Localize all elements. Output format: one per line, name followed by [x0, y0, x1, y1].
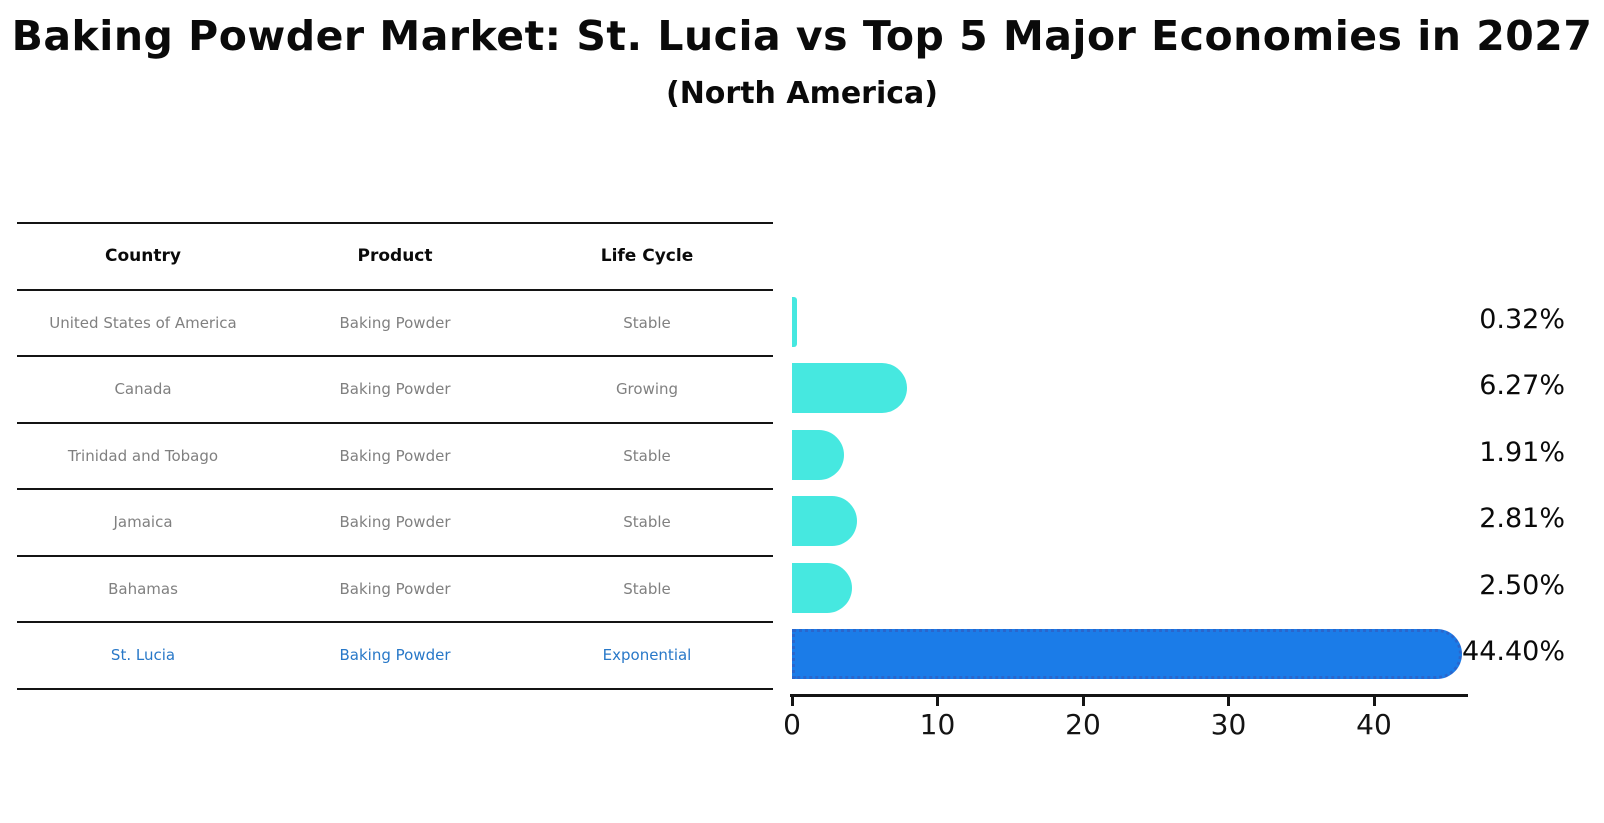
table-row: Canada Baking Powder Growing [17, 355, 773, 422]
cell-product: Baking Powder [339, 513, 451, 532]
cell-country: Bahamas [108, 579, 178, 598]
value-label: 2.81% [1479, 503, 1565, 535]
table-row: Trinidad and Tobago Baking Powder Stable [17, 421, 773, 489]
bar-st-lucia [792, 629, 1463, 680]
x-axis-line [790, 694, 1468, 697]
cell-country: Trinidad and Tobago [67, 446, 219, 465]
x-axis-tick-label: 10 [919, 708, 956, 741]
x-axis-tick-label: 20 [1065, 708, 1101, 741]
x-axis-tick [1372, 697, 1376, 706]
cell-life-cycle: Stable [623, 446, 671, 465]
bar-canada [792, 363, 908, 414]
cell-life-cycle: Growing [615, 380, 679, 399]
header-cell-life-cycle: Life Cycle [600, 246, 694, 267]
x-axis-tick [1081, 697, 1085, 706]
value-label: 1.91% [1479, 436, 1565, 468]
x-axis-tick-label: 40 [1356, 708, 1392, 741]
bar-trinidad-and-tobago [792, 429, 844, 480]
bar-united-states-of-america [792, 296, 797, 347]
x-axis-tick-label: 0 [783, 708, 801, 741]
cell-country: Canada [114, 380, 172, 399]
value-label: 2.50% [1479, 569, 1565, 601]
x-axis-tick [936, 697, 939, 706]
cell-product: Baking Powder [339, 313, 451, 332]
bar-jamaica [792, 496, 857, 547]
x-axis-tick [1227, 697, 1230, 706]
chart-title: Baking Powder Market: St. Lucia vs Top 5… [11, 12, 1593, 60]
table-header-row: Country Product Life Cycle [17, 222, 773, 289]
cell-product: Baking Powder [339, 380, 451, 399]
cell-country: Jamaica [113, 513, 173, 532]
cell-life-cycle: Stable [623, 513, 671, 532]
cell-country: St. Lucia [110, 646, 176, 665]
cell-product: Baking Powder [339, 579, 451, 598]
comparison-table: Country Product Life Cycle United States of… [17, 222, 773, 690]
table-row: United States of America Baking Powder Sta… [17, 288, 773, 356]
x-axis-tick-label: 30 [1210, 708, 1247, 741]
x-axis-tick [790, 697, 794, 706]
value-label: 44.40% [1462, 636, 1565, 668]
header-cell-country: Country [105, 246, 181, 267]
cell-life-cycle: Exponential [602, 646, 692, 665]
header-cell-product: Product [357, 246, 433, 267]
cell-product: Baking Powder [339, 646, 451, 665]
table-row: St. Lucia Baking Powder Exponential [17, 621, 773, 690]
table-row: Bahamas Baking Powder Stable [17, 554, 773, 622]
chart-subtitle: (North America) [665, 76, 938, 111]
cell-life-cycle: Stable [623, 313, 671, 332]
table-row: Jamaica Baking Powder Stable [17, 488, 773, 555]
value-label: 0.32% [1479, 303, 1565, 335]
bar-bahamas [792, 562, 853, 613]
cell-life-cycle: Stable [623, 579, 671, 598]
cell-country: United States of America [49, 313, 237, 332]
cell-product: Baking Powder [339, 446, 451, 465]
value-label: 6.27% [1479, 370, 1565, 402]
